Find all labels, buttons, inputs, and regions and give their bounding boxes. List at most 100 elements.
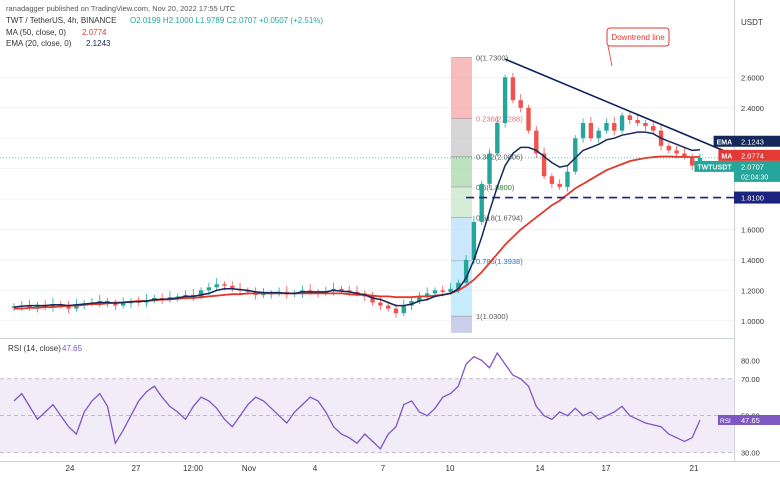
price-badge-value: 2.0774 [741,151,764,160]
ema20-line [13,131,701,308]
candle-body [401,305,406,314]
candle-body [596,130,601,139]
support-badge-value: 1.8100 [741,194,764,203]
price-badge [734,149,780,161]
price-badge-value: 2.0707 [741,162,764,171]
rsi-title[interactable]: RSI (14, close) [8,344,61,353]
price-tick-label: 1.0000 [741,317,764,326]
candle-body [627,115,633,120]
price-badge-countdown: 02:04:30 [741,174,768,181]
fib-level-label: 0.786(1.3938) [476,257,523,266]
price-badge-tag [713,135,734,147]
candle-body [502,77,508,124]
candle-body [214,284,219,288]
fib-zone [451,186,472,218]
price-series [11,72,703,318]
price-badge-tag [694,160,734,172]
candle-body [557,183,562,187]
candle-body [378,302,383,306]
price-axis[interactable]: 2.60002.40002.20002.00001.80001.60001.40… [694,73,780,457]
publish-line: ranadagger published on TradingView.com,… [6,4,236,13]
candle-body [487,153,492,184]
candle-body [510,77,516,101]
candle-body [573,138,578,172]
candle-body [409,301,414,306]
candle-body [526,107,531,131]
time-tick-label: 24 [66,464,75,473]
rsi-badge-tag [718,414,734,425]
ohlc-values: O2.0199 H2.1000 L1.9789 C2.0707 +0.0507 … [130,16,323,25]
rsi-line [13,351,701,450]
time-tick-label: Nov [242,464,256,473]
candle-body [66,305,71,309]
candle-body [604,123,609,131]
candle-body [534,130,539,154]
candle-body [50,304,56,308]
candle-body [682,153,687,157]
fib-zone [451,118,472,157]
price-badge-tag [718,149,734,161]
candle-body [432,290,438,294]
rsi-badge-tag-text: RSI [720,418,731,425]
time-tick-label: 7 [381,464,386,473]
candle-body [471,221,477,260]
time-axis[interactable]: 24 27 12:00 Nov 4 7 10 14 17 21 [66,464,699,473]
candle-body [175,296,180,298]
candle-body [27,305,32,308]
candle-body [495,123,500,154]
candle-body [479,183,484,222]
symbol-line[interactable]: TWT / TetherUS, 4h, BINANCE [6,16,116,25]
candle-body [261,294,266,296]
candle-body [206,287,212,291]
panel-separator [0,338,734,339]
fibonacci-retracement[interactable]: 0(1.7300) 0.236(2.3288) 0.382(2.0806) 0.5(1… [451,54,523,333]
fib-zone [451,156,472,187]
candle-body [440,290,445,292]
fib-zone [451,57,472,119]
ma-legend-value: 2.0774 [82,28,107,37]
candle-body [417,296,422,302]
price-badge-value: 2.1243 [741,137,764,146]
downtrend-line-label[interactable]: Downtrend line [606,27,670,47]
candle-body [580,123,586,139]
candle-body [666,145,672,151]
candle-body [463,259,469,283]
drawings[interactable] [0,45,735,199]
candle-body [230,285,235,289]
ema-legend-value: 2.1243 [86,39,111,48]
candle-body [643,123,648,127]
candle-body [198,290,204,297]
candle-body [74,304,79,309]
time-tick-label: 14 [536,464,545,473]
fib-level-label: 0.382(2.0806) [476,152,523,161]
downtrend-line[interactable] [504,58,735,156]
chart-backgrounds [0,0,780,462]
candle-body [308,290,313,292]
fib-zone [451,217,472,261]
support-badge [734,191,780,204]
rsi-badge-value: 47.65 [741,416,760,425]
ema-legend-label[interactable]: EMA (20, close, 0) [6,39,72,48]
ma-legend-label[interactable]: MA (50, close, 0) [6,28,66,37]
rsi-tick-label: 80.00 [741,356,760,365]
moving-averages [13,131,701,310]
price-tick-label: 1.2000 [741,286,764,295]
price-badge-tag-text: TWTUSDT [697,164,732,171]
candle-body [393,308,399,314]
price-badge-tag-text: EMA [717,139,733,146]
time-axis-border [0,461,780,462]
rsi-current-value: 47.65 [62,344,83,353]
fib-zone [451,316,472,333]
rsi-tick-label: 30.00 [741,448,760,457]
fib-level-label: 0.618(1.6794) [476,213,523,222]
currency-label: USDT [741,18,763,27]
price-tick-label: 1.6000 [741,226,764,235]
candle-body [565,171,570,187]
candle-body [588,123,594,139]
price-tick-label: 2.4000 [741,104,764,113]
grid [0,76,734,322]
fib-level-label: 0.5(1.8800) [476,183,515,192]
candle-body [549,176,555,184]
price-badge [734,135,780,147]
candle-body [222,284,227,286]
